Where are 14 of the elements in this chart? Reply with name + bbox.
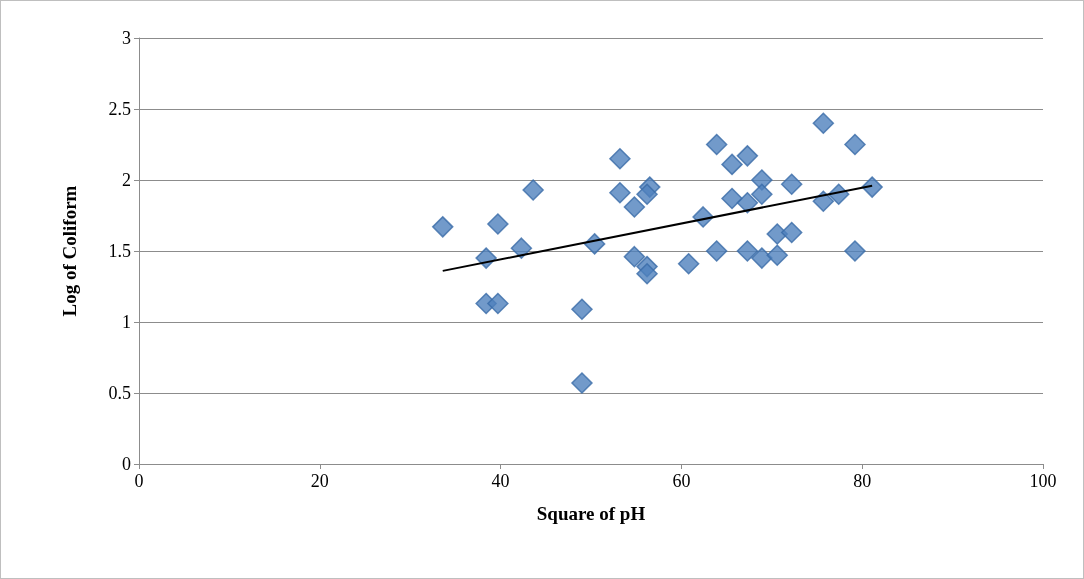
- y-tick-label: 2: [122, 170, 131, 190]
- y-tick-label: 1.5: [108, 241, 131, 261]
- x-tick-label: 100: [1029, 471, 1057, 491]
- x-axis-title: Square of pH: [536, 503, 646, 524]
- y-tick-label: 0.5: [108, 383, 131, 403]
- x-tick-label: 80: [853, 471, 872, 491]
- y-tick-label: 3: [122, 28, 131, 48]
- x-tick-label: 60: [672, 471, 691, 491]
- x-tick-label: 20: [310, 471, 329, 491]
- y-tick-label: 1: [122, 312, 131, 332]
- y-tick-label: 2.5: [108, 99, 131, 119]
- y-tick-label: 0: [122, 454, 131, 474]
- x-tick-label: 40: [491, 471, 510, 491]
- y-axis-title: Log of Coliform: [59, 185, 80, 317]
